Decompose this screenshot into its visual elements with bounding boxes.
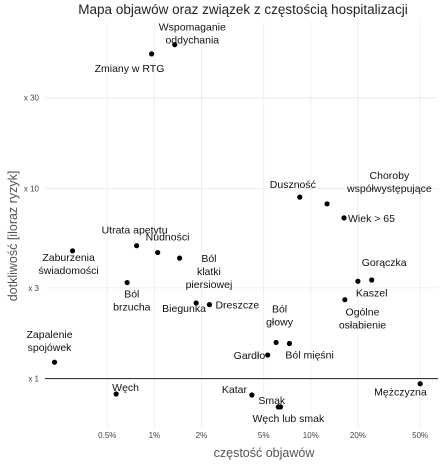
point-label-20: Katar [222,384,248,396]
data-point-18 [265,352,271,358]
point-label-10: Biegunka [162,303,206,315]
point-labels: Wspomaganie oddychania Zmiany w RTG Dusznoś… [26,22,431,425]
data-point-5 [133,243,140,249]
point-label-4: Wiek > 65 [348,213,395,225]
x-axis-label: częstość objawów [214,446,316,460]
point-label-17: Ból mięśni [285,349,333,361]
data-point-6 [155,249,161,256]
data-point-12 [369,277,375,283]
point-label-15: Zapalenie spojówek [26,329,72,354]
data-point-11 [206,302,213,308]
x-tick-label-2: 2% [196,431,208,440]
x-tick-label-4: 10% [303,431,319,440]
data-point-10 [193,300,199,306]
x-tick-label-5: 20% [350,431,366,440]
point-label-1: Zmiany w RTG [95,63,165,75]
x-tick-label-3: 5% [258,431,270,440]
data-point-14 [342,297,348,303]
point-label-8: Zaburzenia świadomości [39,252,99,277]
x-tick-label-1: 1% [149,431,161,440]
point-label-12: Gorączka [362,257,407,269]
data-point-15 [51,359,58,365]
data-point-8 [69,248,76,254]
chart-title: Mapa objawów oraz związek z częstością h… [78,2,407,17]
data-point-2 [297,194,303,200]
point-label-18: Gardło [234,350,266,362]
x-tick-label-0: 0.5% [98,431,116,440]
y-tick-label-3: x 30 [24,94,40,103]
point-label-13: Kaszel [356,287,388,299]
point-label-22: Węch lub smak [252,413,325,425]
point-label-23: Węch [112,382,139,394]
data-point-4 [341,215,347,221]
grid [45,22,438,428]
y-axis-label: dotkliwość [iloraz ryzyk] [6,171,20,302]
point-label-2: Duszność [270,179,316,191]
data-point-7 [177,255,183,261]
data-point-3 [324,201,330,207]
point-label-3: Choroby współwystępujące [346,170,432,195]
point-label-9: Ból brzucha [113,289,151,314]
x-axis-ticks: 0.5% 1% 2% 5% 10% 20% 50% [98,431,428,440]
data-point-22 [277,404,284,410]
y-tick-label-2: x 10 [24,184,40,193]
data-point-19 [417,381,423,387]
y-tick-label-1: x 3 [28,284,39,293]
y-tick-label-0: x 1 [28,375,39,384]
point-label-7: Ból klatki piersiowej [186,253,233,291]
data-point-16 [273,339,279,346]
point-label-5: Utrata apetytu [102,225,168,237]
data-point-20 [249,392,255,398]
y-axis-ticks: x 1 x 3 x 10 x 30 [24,94,40,384]
point-label-0: Wspomaganie oddychania [159,22,226,47]
data-point-9 [124,279,130,286]
x-tick-label-6: 50% [412,431,428,440]
data-point-17 [286,340,293,347]
point-label-14: Ogólne osłabienie [339,307,386,332]
point-label-16: Ból głowy [266,303,294,328]
data-point-13 [355,278,361,284]
data-point-1 [148,51,155,57]
point-label-19: Mężczyzna [374,387,427,399]
data-point-23 [113,391,119,397]
point-label-21: Smak [258,395,286,407]
point-label-11: Dreszcze [215,300,259,312]
point-label-6: Nudności [146,232,190,244]
data-point-0 [172,42,178,48]
data-points [51,42,423,410]
